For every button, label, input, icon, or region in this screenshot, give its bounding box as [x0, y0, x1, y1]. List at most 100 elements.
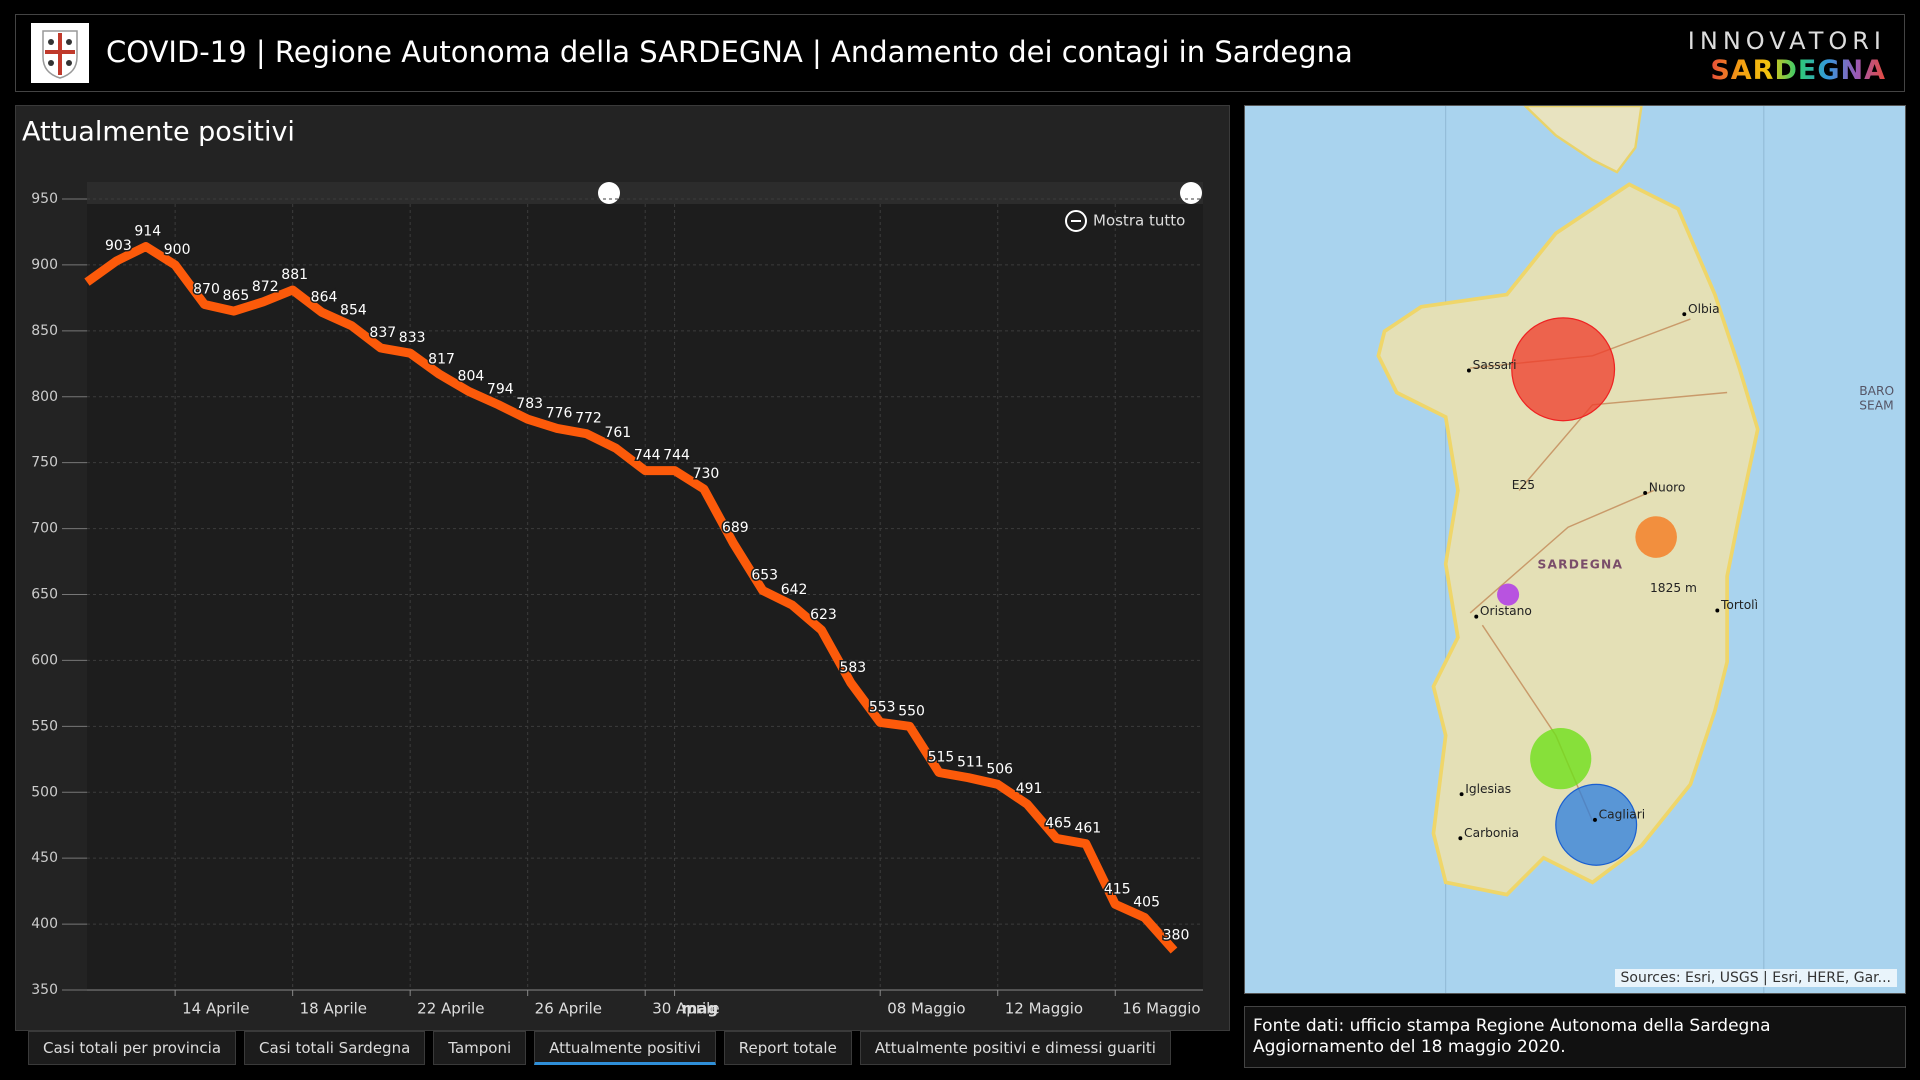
data-label: 465	[1045, 815, 1072, 831]
logo	[31, 23, 89, 83]
bubble[interactable]	[1530, 728, 1592, 790]
x-tick-label: 12 Maggio	[1005, 1000, 1083, 1018]
data-line	[84, 242, 1178, 954]
data-label: 903	[105, 238, 132, 254]
bubble[interactable]	[1511, 317, 1616, 422]
corsica	[1523, 106, 1643, 174]
data-label: 854	[340, 303, 367, 319]
data-label: 583	[839, 660, 866, 676]
city-marker	[1474, 614, 1479, 619]
y-tick-label: 500	[31, 784, 58, 800]
y-tick-label: 450	[31, 850, 58, 866]
x-tick-label: 08 Maggio	[887, 1000, 965, 1018]
plot-area	[87, 182, 1203, 990]
city-marker	[1466, 368, 1471, 373]
data-label: 772	[575, 411, 602, 427]
footer-line: Aggiornamento del 18 maggio 2020.	[1253, 1037, 1566, 1057]
map-label: SARDEGNA	[1537, 558, 1623, 572]
data-label: 900	[164, 242, 191, 258]
map-label: Sassari	[1473, 358, 1517, 372]
x-tick-label: 16 Maggio	[1122, 1000, 1200, 1018]
brand-bottom: SARDEGNA	[1710, 55, 1886, 86]
city-marker	[1593, 817, 1597, 822]
logo-icon	[42, 30, 78, 79]
map-label: Tortolì	[1720, 598, 1758, 612]
map-label: 1825 m	[1650, 581, 1697, 595]
city-marker	[1459, 792, 1464, 797]
map-attribution: Sources: Esri, USGS | Esri, HERE, Gar...	[1614, 969, 1897, 987]
zoom-icon[interactable]	[1065, 210, 1087, 232]
chart-title: Attualmente positivi	[22, 117, 295, 148]
data-label: 817	[428, 351, 455, 367]
range-slider[interactable]	[87, 182, 1203, 204]
data-label: 794	[487, 382, 514, 398]
bubble[interactable]	[1555, 783, 1638, 866]
x-tick-label: mag	[682, 1000, 719, 1018]
city-marker	[1458, 836, 1463, 841]
data-label: 506	[986, 761, 1013, 777]
y-tick-label: 950	[31, 191, 58, 207]
footer-line: Fonte dati: ufficio stampa Regione Auton…	[1253, 1016, 1771, 1036]
map-label: Cagliari	[1599, 807, 1646, 821]
y-tick-label: 550	[31, 718, 58, 734]
data-label: 653	[751, 568, 778, 584]
slider-handle[interactable]	[1180, 182, 1202, 204]
slider-handle[interactable]	[598, 182, 620, 204]
data-label: 491	[1016, 781, 1043, 797]
tab-bar: Casi totali per provincia Casi totali Sar…	[28, 1031, 1171, 1065]
tab[interactable]: Tamponi	[433, 1031, 527, 1065]
data-label: 730	[693, 466, 720, 482]
x-tick-label: 22 Aprile	[417, 1000, 484, 1018]
data-label: 642	[781, 582, 808, 598]
data-label: 804	[458, 368, 485, 384]
y-tick-label: 350	[31, 982, 58, 998]
map-label: SEAM	[1859, 399, 1893, 413]
x-tick-label: 14 Aprile	[182, 1000, 249, 1018]
data-label: 833	[399, 330, 426, 346]
tab[interactable]: Attualmente positivi e dimessi guariti	[859, 1031, 1171, 1065]
data-label: 914	[134, 223, 161, 239]
data-label: 864	[311, 289, 338, 305]
chart-panel: Attualmente positivi Mostra tutto 350 400…	[15, 105, 1230, 1031]
reset-zoom[interactable]: Mostra tutto	[1093, 212, 1185, 230]
x-tick-label: 26 Aprile	[535, 1000, 602, 1018]
map-label: BARO	[1859, 384, 1894, 398]
tab[interactable]: Casi totali per provincia	[28, 1031, 237, 1065]
map-label: Nuoro	[1649, 481, 1686, 495]
data-label: 550	[898, 703, 925, 719]
map[interactable]: Olbia Sassari Nuoro SARDEGNA Oristano Tortolì…	[1244, 105, 1906, 994]
x-tick-label: 30 Aprile	[652, 1000, 719, 1018]
tab[interactable]: Casi totali Sardegna	[244, 1031, 426, 1065]
map-label: Olbia	[1688, 302, 1720, 316]
map-view: Olbia Sassari Nuoro SARDEGNA Oristano Tortolì…	[1245, 106, 1905, 993]
tab[interactable]: Attualmente positivi	[534, 1031, 716, 1065]
data-label: 744	[663, 448, 690, 464]
y-tick-label: 650	[31, 587, 58, 603]
y-tick-label: 700	[31, 521, 58, 537]
bubble[interactable]	[1635, 516, 1677, 558]
y-tick-label: 800	[31, 389, 58, 405]
data-label: 461	[1074, 821, 1101, 837]
x-tick-label: 18 Aprile	[300, 1000, 367, 1018]
map-label: E25	[1512, 478, 1535, 492]
data-label: 405	[1133, 894, 1160, 910]
y-tick-label: 750	[31, 455, 58, 471]
data-label: 881	[281, 267, 308, 283]
y-tick-label: 400	[31, 916, 58, 932]
data-label: 515	[928, 749, 955, 765]
bubble[interactable]	[1497, 583, 1520, 606]
data-label: 380	[1163, 927, 1190, 943]
city-marker	[1682, 312, 1687, 317]
header: COVID-19 | Regione Autonoma della SARDEG…	[15, 14, 1905, 92]
brand-top: INNOVATORI	[1687, 27, 1886, 55]
data-label: 783	[516, 396, 543, 412]
data-label: 623	[810, 607, 837, 623]
y-tick-label: 600	[31, 652, 58, 668]
map-label: Iglesias	[1465, 782, 1511, 796]
tab[interactable]: Report totale	[723, 1031, 852, 1065]
data-label: 553	[869, 699, 896, 715]
map-label: Oristano	[1480, 604, 1532, 618]
data-label: 689	[722, 520, 749, 536]
data-label: 415	[1104, 881, 1131, 897]
